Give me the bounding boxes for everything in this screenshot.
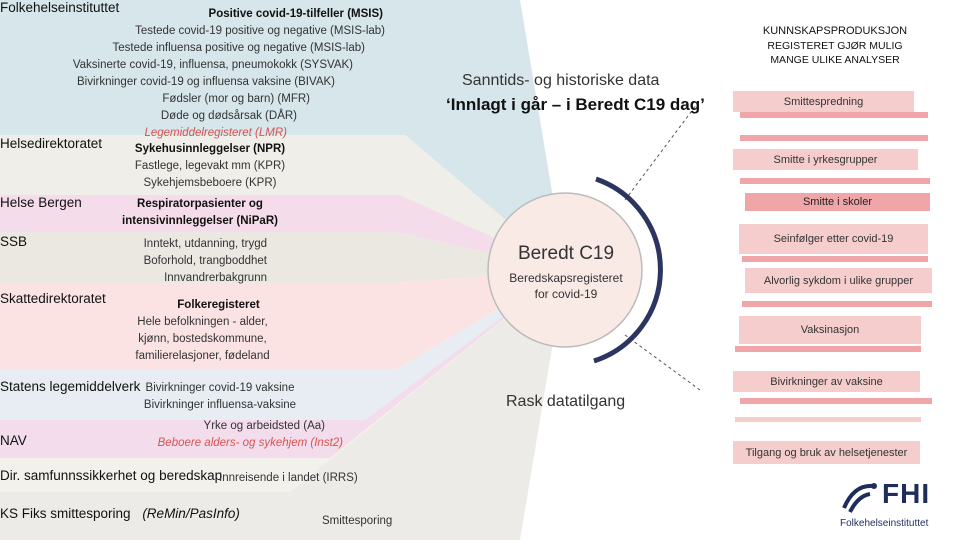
register-line: Testede covid-19 positive og negative (M…: [135, 25, 385, 37]
center-subtitle-line: for covid-19: [534, 287, 598, 301]
fhi-logo-text: FHI: [882, 478, 931, 509]
knowledge-item: Alvorlig sykdom i ulike grupper: [745, 268, 932, 293]
center-ring-arc: [593, 176, 663, 364]
band-skatt: [0, 270, 565, 370]
arrow-top-label: Sanntids- og historiske data: [462, 72, 660, 89]
register-italic: Legemiddelregisteret (LMR): [144, 127, 287, 139]
register-line: Fødsler (mor og barn) (MFR): [162, 93, 310, 105]
register-line: Innvandrerbakgrunn: [164, 272, 267, 284]
knowledge-strip: [740, 178, 930, 184]
knowledge-item: Tilgang og bruk av helsetjenester: [733, 441, 920, 464]
dashed-line-top: [624, 99, 701, 201]
registers-fhi: Positive covid-19-tilfeller (MSIS) Teste…: [40, 6, 385, 142]
fhi-logo-subtitle: Folkehelseinstituttet: [840, 518, 929, 529]
register-line: Sykehjemsbeboere (KPR): [143, 177, 277, 189]
source-slv: Statens legemiddelverk: [0, 379, 141, 394]
register-header: Respiratorpasienter og: [137, 198, 263, 210]
source-helse-bergen: Helse Bergen: [0, 195, 82, 210]
knowledge-strip: [735, 417, 921, 422]
knowledge-subtitle-line: REGISTERET GJØR MULIG: [767, 40, 903, 52]
register-line: Bivirkninger influensa-vaksine: [143, 399, 297, 411]
registers-skatt: Folkeregisteret Hele befolkningen - alde…: [120, 297, 285, 365]
band-ssb: [0, 232, 565, 283]
register-italic: Beboere alders- og sykehjem (Inst2): [157, 437, 343, 449]
band-hdir: [0, 135, 565, 270]
center-circle: [487, 192, 643, 348]
band-dsb: [0, 270, 565, 492]
knowledge-subtitle: REGISTERET GJØR MULIG MANGE ULIKE ANALYS…: [735, 39, 935, 67]
band-bergen: [0, 195, 565, 270]
register-line: Fastlege, legevakt mm (KPR): [134, 160, 286, 172]
register-header: Sykehusinnleggelser (NPR): [134, 143, 286, 155]
register-line: Innreisende i landet (IRRS): [219, 472, 358, 484]
source-ks: KS Fiks smittesporing (ReMin/PasInfo): [0, 506, 240, 521]
register-header: intensivinnleggelser (NiPaR): [122, 215, 278, 227]
arrow-bottom-label: Rask datatilgang: [506, 393, 626, 410]
registers-ks: Smittesporing: [322, 513, 392, 530]
registers-bergen: Respiratorpasienter og intensivinnleggel…: [110, 196, 290, 230]
center-title: Beredt C19: [517, 243, 615, 264]
registers-nav: Yrke og arbeidsted (Aa) Beboere alders- …: [140, 418, 343, 452]
register-line: familierelasjoner, fødeland: [135, 350, 270, 362]
source-nav: NAV: [0, 433, 27, 448]
fhi-logo: FHI Folkehelseinstituttet: [840, 478, 960, 534]
register-line: Døde og dødsårsak (DÅR): [160, 110, 297, 122]
knowledge-strip: [742, 256, 928, 262]
center-subtitle: Beredskapsregisteret for covid-19: [486, 270, 646, 302]
knowledge-title: KUNNSKAPSPRODUKSJON: [762, 25, 908, 37]
register-header: Positive covid-19-tilfeller (MSIS): [208, 8, 383, 20]
registers-dsb: Innreisende i landet (IRRS): [219, 470, 358, 487]
source-skatt: Skattedirektoratet: [0, 291, 106, 306]
source-hdir: Helsedirektoratet: [0, 136, 103, 151]
knowledge-strip: [740, 398, 932, 404]
band-slv: [0, 270, 565, 420]
arrow-top-quote: ‘Innlagt i går – i Beredt C19 dag’: [446, 95, 705, 114]
register-line: Vaksinerte covid-19, influensa, pneumoko…: [72, 59, 353, 71]
knowledge-item: Smitte i skoler: [745, 193, 930, 211]
registers-slv: Bivirkninger covid-19 vaksine Bivirkning…: [130, 380, 310, 414]
knowledge-strip: [740, 112, 928, 118]
source-fhi: Folkehelseinstituttet: [0, 0, 120, 15]
knowledge-strip: [735, 346, 921, 352]
register-line: Inntekt, utdanning, trygd: [143, 238, 267, 250]
register-line: Testede influensa positive og negative (…: [112, 42, 365, 54]
dashed-line-bottom: [624, 334, 701, 391]
register-line: Yrke og arbeidsted (Aa): [203, 420, 325, 432]
knowledge-subtitle-line: MANGE ULIKE ANALYSER: [770, 54, 900, 66]
knowledge-item: Smitte i yrkesgrupper: [733, 149, 918, 170]
source-ks-extra: (ReMin/PasInfo): [142, 506, 240, 521]
source-ks-name: KS Fiks smittesporing: [0, 506, 131, 521]
register-line: Boforhold, trangboddhet: [143, 255, 267, 267]
register-line: Bivirkninger covid-19 vaksine: [145, 382, 295, 394]
register-header: Folkeregisteret: [177, 299, 260, 311]
center-subtitle-line: Beredskapsregisteret: [509, 271, 623, 285]
band-nav: [0, 270, 565, 458]
source-dsb: Dir. samfunnssikkerhet og beredskap: [0, 468, 223, 483]
register-line: Bivirkninger covid-19 og influensa vaksi…: [76, 76, 335, 88]
register-line: Hele befolkningen - alder,: [137, 316, 268, 328]
source-ssb: SSB: [0, 234, 28, 249]
register-line: kjønn, bostedskommune,: [138, 333, 267, 345]
registers-ssb: Inntekt, utdanning, trygd Boforhold, tra…: [100, 236, 267, 287]
fhi-logo-mark: [842, 483, 877, 513]
knowledge-item: Smittespredning: [733, 91, 914, 112]
knowledge-item: Vaksinasjon: [739, 316, 921, 344]
knowledge-item: Seinfølger etter covid-19: [739, 224, 928, 254]
registers-hdir: Sykehusinnleggelser (NPR) Fastlege, lege…: [130, 141, 290, 192]
knowledge-strip: [742, 301, 932, 307]
band-ks: [0, 270, 565, 540]
knowledge-item: Bivirkninger av vaksine: [733, 371, 920, 392]
register-line: Smittesporing: [322, 515, 393, 527]
knowledge-strip: [740, 135, 928, 141]
